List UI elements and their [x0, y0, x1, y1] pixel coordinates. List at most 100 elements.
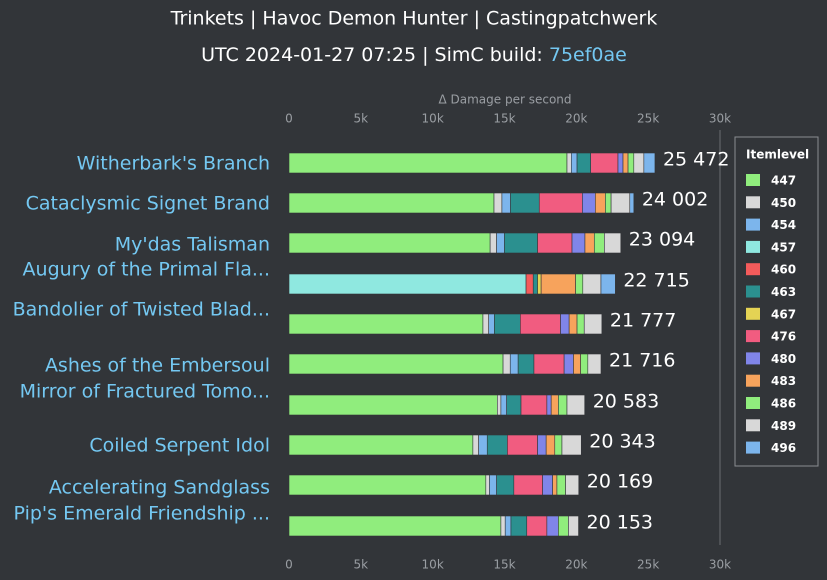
legend-label: 489 — [771, 419, 796, 433]
bar-segment — [629, 192, 635, 214]
legend-box — [734, 136, 819, 467]
category-label: Accelerating Sandglass — [49, 477, 270, 499]
legend-title: Itemlevel — [746, 148, 809, 162]
bar-segment — [500, 394, 507, 416]
bar-segment — [288, 152, 568, 174]
legend-label: 457 — [771, 240, 796, 254]
bar-segment — [563, 353, 574, 375]
category-label: Augury of the Primal Fla... — [23, 259, 270, 281]
bar-segment — [554, 434, 563, 456]
bar-segment — [590, 152, 619, 174]
bar-segment — [533, 353, 565, 375]
bar-segment — [587, 353, 602, 375]
legend-swatch — [746, 441, 760, 454]
x-tick-label: 0 — [285, 558, 293, 572]
bar-segment — [568, 313, 578, 335]
total-label: 23 094 — [629, 229, 695, 251]
bar-segment — [537, 232, 573, 254]
total-label: 24 002 — [642, 189, 708, 211]
bar-segment — [561, 434, 582, 456]
legend-label: 467 — [771, 307, 796, 321]
bar-segment — [288, 515, 502, 537]
bar-segment — [583, 313, 603, 335]
chart-subtitle: UTC 2024-01-27 07:25 | SimC build: 75ef0… — [201, 44, 627, 66]
bar-segment — [488, 313, 495, 335]
legend-label: 496 — [771, 441, 796, 455]
total-label: 20 583 — [593, 391, 659, 413]
bar-segment — [622, 152, 629, 174]
bar-segment — [504, 515, 512, 537]
bar-segment — [566, 394, 586, 416]
bar-segment — [571, 232, 586, 254]
bar-segment — [288, 232, 491, 254]
legend-label: 450 — [771, 196, 796, 210]
legend-swatch — [746, 196, 760, 209]
bar-segment — [610, 192, 631, 214]
bar-segment — [489, 232, 497, 254]
total-label: 20 153 — [587, 512, 653, 534]
legend-label: 476 — [771, 330, 796, 344]
bar-segment — [489, 474, 497, 496]
bar-segment — [482, 313, 489, 335]
x-axis-label: Δ Damage per second — [438, 93, 571, 107]
total-label: 21 777 — [610, 310, 676, 332]
x-tick-label: 25k — [637, 112, 659, 126]
category-label: Bandolier of Twisted Blad... — [13, 299, 270, 321]
legend-swatch — [746, 419, 760, 432]
legend-swatch — [746, 263, 760, 276]
bar-segment — [580, 353, 589, 375]
bar-segment — [500, 515, 506, 537]
legend-label: 454 — [771, 218, 796, 232]
bar-segment — [566, 152, 572, 174]
x-tick-label: 15k — [493, 112, 515, 126]
category-label: Coiled Serpent Idol — [89, 435, 270, 457]
legend-swatch — [746, 307, 760, 320]
bar-segment — [556, 474, 566, 496]
bar-segment — [571, 152, 578, 174]
bar-segment — [542, 474, 553, 496]
build-link[interactable]: 75ef0ae — [549, 44, 627, 66]
x-tick-label: 10k — [422, 112, 444, 126]
bar-segment — [513, 474, 543, 496]
x-tick-label: 30k — [709, 112, 731, 126]
x-tick-label: 5k — [354, 558, 369, 572]
legend-swatch — [746, 285, 760, 298]
bar-segment — [546, 515, 559, 537]
legend-swatch — [746, 397, 760, 409]
bar-segment — [593, 232, 605, 254]
bar-segment — [510, 192, 540, 214]
bar-segment — [288, 192, 495, 214]
chart-title: Trinkets | Havoc Demon Hunter | Castingp… — [170, 8, 658, 30]
legend-label: 480 — [771, 352, 796, 366]
legend-swatch — [746, 330, 760, 343]
total-label: 20 169 — [587, 471, 653, 493]
bar-segment — [497, 394, 502, 416]
x-tick-label: 0 — [285, 112, 293, 126]
bar-segment — [494, 313, 521, 335]
bar-segment — [633, 152, 645, 174]
legend-label: 460 — [771, 263, 796, 277]
bar-segment — [540, 273, 576, 295]
legend-swatch — [746, 240, 760, 253]
bar-segment — [507, 434, 538, 456]
bar-segment — [573, 353, 581, 375]
category-label: Pip's Emerald Friendship ... — [14, 503, 270, 525]
bar-segment — [525, 273, 534, 295]
bar-segment — [520, 313, 561, 335]
bar-segment — [558, 394, 568, 416]
x-tick-label: 15k — [493, 558, 515, 572]
total-label: 21 716 — [609, 350, 675, 372]
bar-segment — [502, 353, 511, 375]
bar-segment — [600, 273, 616, 295]
bar-segment — [605, 192, 612, 214]
category-label: Mirror of Fractured Tomo... — [20, 381, 270, 403]
category-label: Witherbark's Branch — [77, 153, 270, 175]
legend-label: 447 — [771, 174, 796, 188]
category-label: My'das Talisman — [115, 234, 270, 256]
bar-segment — [550, 394, 559, 416]
x-tick-label: 5k — [354, 112, 369, 126]
bar-segment — [643, 152, 656, 174]
bar-segment — [478, 434, 488, 456]
legend-swatch — [746, 218, 760, 231]
